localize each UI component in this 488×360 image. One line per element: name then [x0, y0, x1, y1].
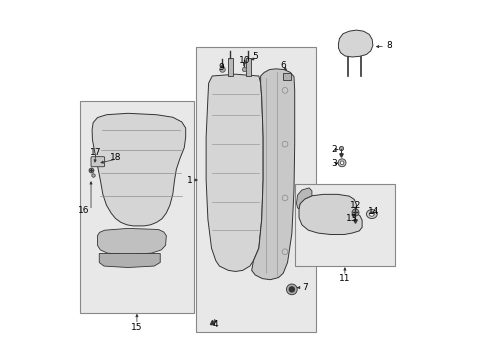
- Bar: [196, 47, 316, 332]
- Text: 14: 14: [367, 207, 379, 216]
- Text: 13: 13: [346, 214, 357, 223]
- Bar: [227, 58, 232, 76]
- Polygon shape: [296, 188, 311, 209]
- Polygon shape: [298, 194, 362, 234]
- Bar: [283, 73, 290, 80]
- Text: 12: 12: [349, 201, 361, 210]
- Polygon shape: [251, 69, 294, 280]
- Bar: [80, 101, 194, 313]
- Polygon shape: [206, 74, 263, 271]
- Text: 1: 1: [186, 176, 192, 185]
- Ellipse shape: [368, 212, 373, 216]
- Text: 18: 18: [109, 153, 121, 162]
- Text: 3: 3: [330, 159, 336, 168]
- Text: 7: 7: [301, 283, 307, 292]
- Text: 10: 10: [238, 57, 250, 66]
- Ellipse shape: [340, 161, 343, 165]
- Polygon shape: [338, 30, 372, 57]
- Text: 5: 5: [252, 52, 258, 61]
- Ellipse shape: [366, 210, 376, 219]
- Polygon shape: [99, 253, 160, 267]
- Text: 9: 9: [218, 63, 224, 72]
- Bar: [245, 58, 250, 76]
- Polygon shape: [97, 228, 166, 255]
- Bar: [294, 184, 394, 266]
- Circle shape: [289, 287, 294, 292]
- Text: 2: 2: [331, 145, 336, 154]
- FancyBboxPatch shape: [91, 157, 104, 167]
- Text: 4: 4: [212, 320, 218, 329]
- Text: 11: 11: [339, 274, 350, 283]
- Polygon shape: [92, 113, 185, 226]
- Text: 8: 8: [386, 41, 391, 50]
- Ellipse shape: [337, 159, 346, 167]
- Text: 6: 6: [280, 61, 285, 70]
- Text: 17: 17: [90, 148, 101, 157]
- Text: 15: 15: [131, 323, 142, 332]
- Circle shape: [286, 284, 297, 295]
- Text: 16: 16: [78, 206, 89, 215]
